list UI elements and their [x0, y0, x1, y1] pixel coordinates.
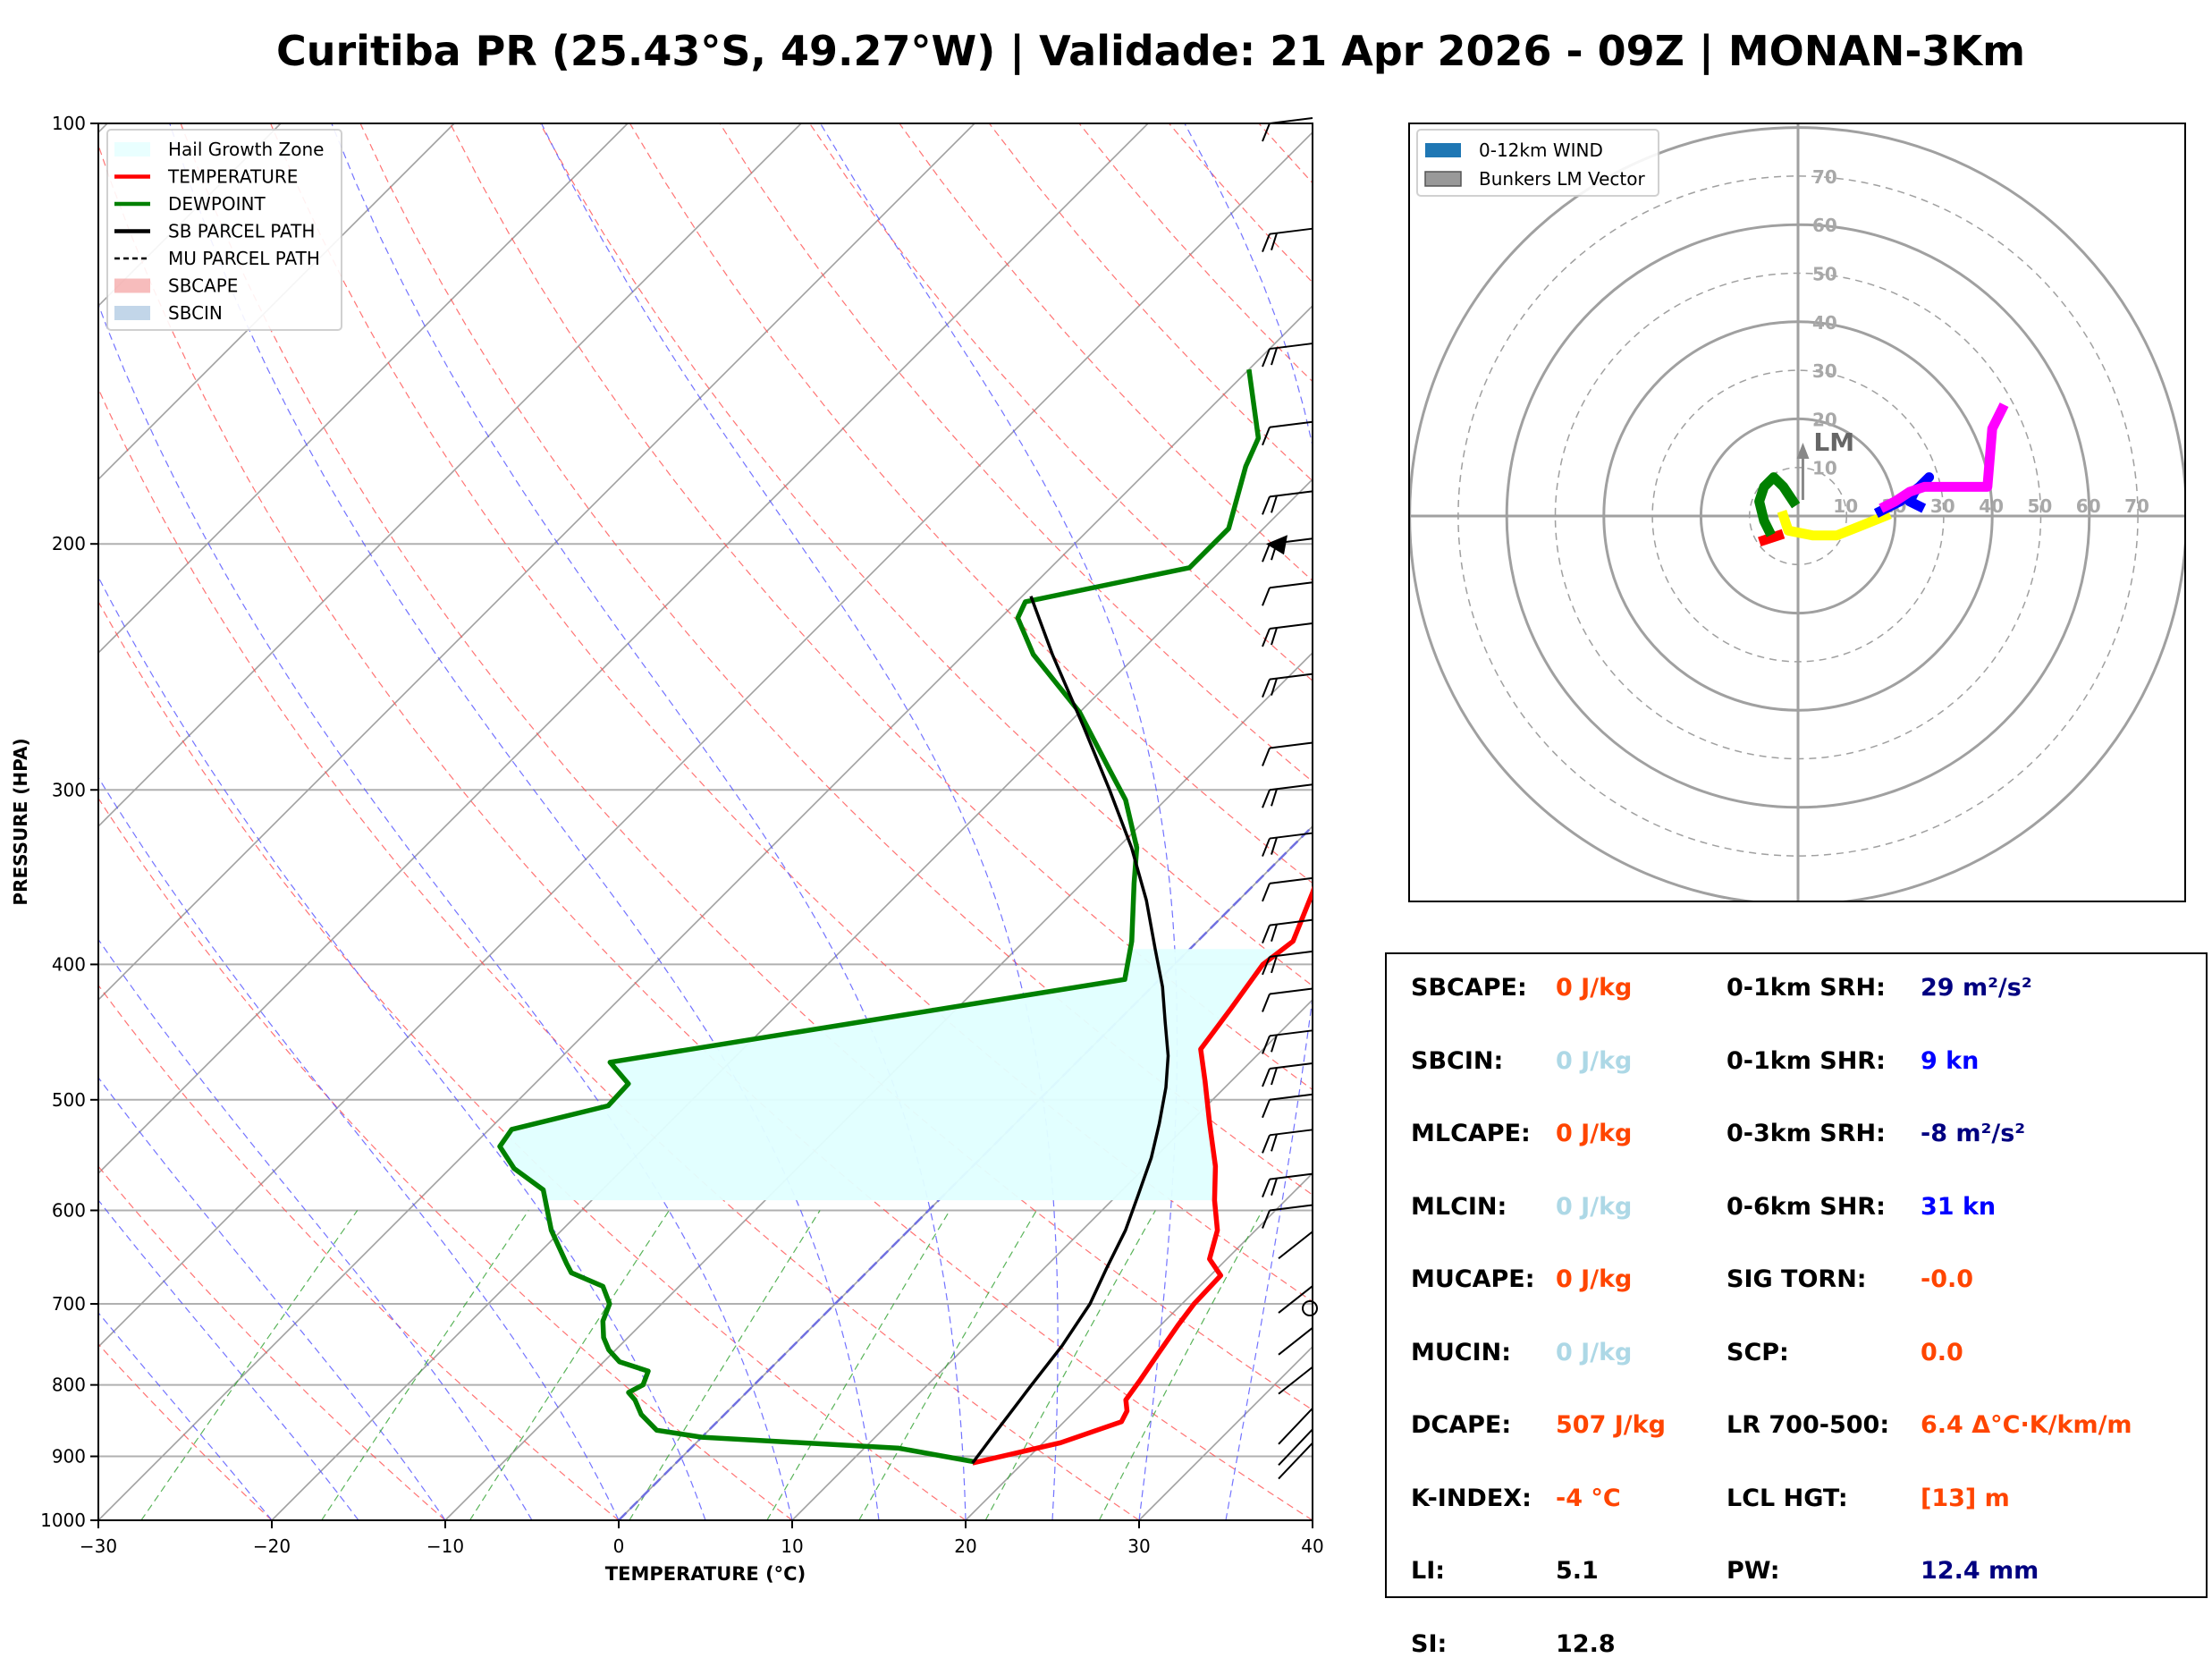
right-stat-value: 31 kn [1921, 1193, 1996, 1221]
left-stat-label: MUCAPE: [1411, 1265, 1535, 1293]
legend-swatch [1425, 172, 1461, 186]
left-stat-label: SBCIN: [1411, 1047, 1503, 1075]
bunkers-lm-label: LM [1813, 427, 1854, 457]
hodograph-ring-label: 60 [1812, 215, 1837, 236]
right-stat-label: SIG TORN: [1727, 1265, 1867, 1293]
legend-label: 0-12km WIND [1479, 140, 1603, 161]
right-stat-value: 9 kn [1921, 1047, 1979, 1075]
right-stat-value: 29 m²/s² [1921, 974, 2032, 1002]
left-stat-value: 0 J/kg [1556, 1047, 1632, 1075]
left-stat-label: MLCAPE: [1411, 1120, 1531, 1147]
left-stat-label: SI: [1411, 1630, 1447, 1658]
left-stat-value: 0 J/kg [1556, 1339, 1632, 1366]
right-stat-value: [13] m [1921, 1485, 2010, 1512]
left-stat-value: 0 J/kg [1556, 1193, 1632, 1221]
left-stat-value: 507 J/kg [1556, 1411, 1666, 1439]
right-stat-label: 0-1km SRH: [1727, 974, 1886, 1002]
left-stat-label: MLCIN: [1411, 1193, 1507, 1221]
hodograph-ring-label: 50 [2028, 495, 2053, 517]
hodograph-ring-label: 70 [1812, 166, 1837, 188]
right-stat-label: SCP: [1727, 1339, 1789, 1366]
right-stat-label: LCL HGT: [1727, 1485, 1848, 1512]
hodograph-ring-label: 10 [1833, 495, 1858, 517]
left-stat-label: DCAPE: [1411, 1411, 1511, 1439]
hodograph-ring-label: 30 [1930, 495, 1955, 517]
hodograph-ring-label: 40 [1812, 312, 1837, 334]
right-stat-label: 0-6km SHR: [1727, 1193, 1886, 1221]
hodograph-ring-label: 40 [1979, 495, 2004, 517]
left-stat-value: 0 J/kg [1556, 1120, 1632, 1147]
right-stat-label: PW: [1727, 1557, 1780, 1585]
left-stat-label: MUCIN: [1411, 1339, 1511, 1366]
left-stat-label: SBCAPE: [1411, 974, 1527, 1002]
left-stat-label: LI: [1411, 1557, 1445, 1585]
left-stat-value: 0 J/kg [1556, 1265, 1632, 1293]
right-stat-label: 0-1km SHR: [1727, 1047, 1886, 1075]
hodograph-ring-label: 60 [2076, 495, 2101, 517]
hodograph-ring-label: 70 [2124, 495, 2149, 517]
right-stat-value: 0.0 [1921, 1339, 1963, 1366]
left-stat-value: 5.1 [1556, 1557, 1599, 1585]
left-stat-value: -4 °C [1556, 1485, 1621, 1512]
right-stat-label: LR 700-500: [1727, 1411, 1889, 1439]
hodograph-ring-label: 10 [1812, 458, 1837, 479]
legend-label: Bunkers LM Vector [1479, 168, 1646, 190]
left-stat-value: 12.8 [1556, 1630, 1616, 1658]
hodograph-ring-label: 50 [1812, 264, 1837, 285]
right-stat-label: 0-3km SRH: [1727, 1120, 1886, 1147]
right-stat-value: 12.4 mm [1921, 1557, 2039, 1585]
right-stat-value: 6.4 Δ°C·K/km/m [1921, 1411, 2132, 1439]
right-stat-value: -0.0 [1921, 1265, 1973, 1293]
legend-swatch [1425, 143, 1461, 157]
left-stat-label: K-INDEX: [1411, 1485, 1532, 1512]
hodograph-ring-label: 30 [1812, 360, 1837, 382]
left-stat-value: 0 J/kg [1556, 974, 1632, 1002]
stats-panel: SBCAPE: 0 J/kg SBCIN: 0 J/kg MLCAPE: 0 J/kg ML… [1385, 952, 2208, 1598]
right-stat-value: -8 m²/s² [1921, 1120, 2025, 1147]
